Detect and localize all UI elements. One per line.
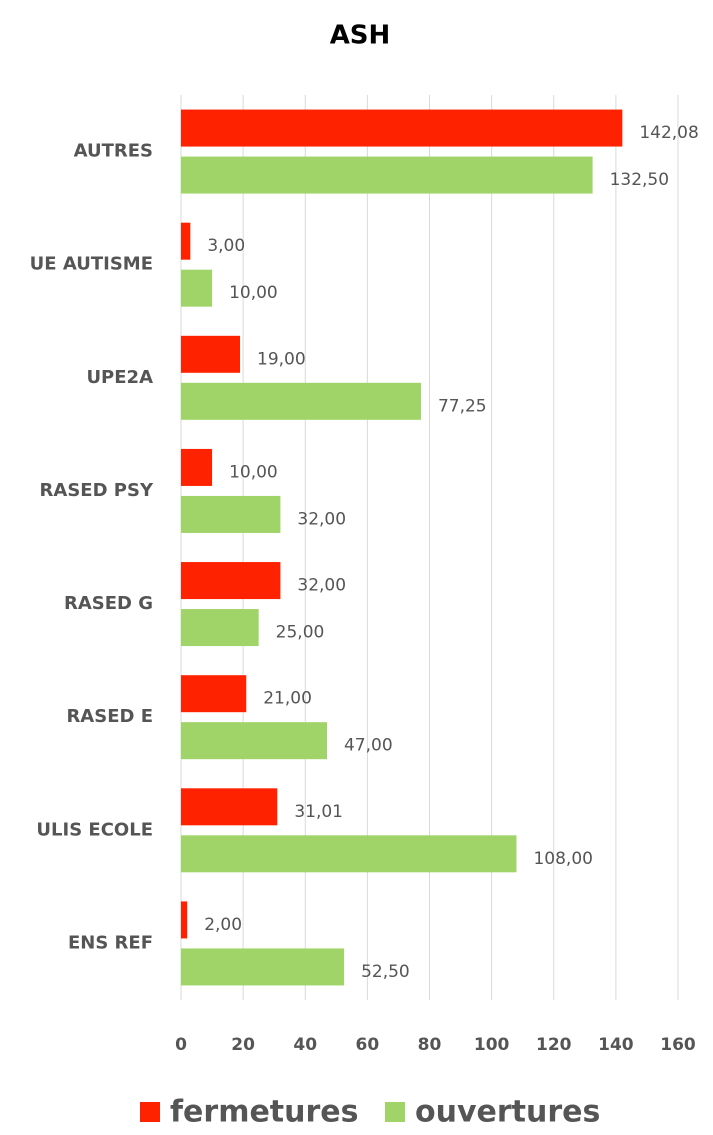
- bar: [181, 675, 247, 713]
- legend-swatch: [140, 1102, 160, 1122]
- value-label: 3,00: [207, 236, 245, 256]
- legend-swatch: [385, 1102, 405, 1122]
- value-label: 142,08: [639, 123, 698, 143]
- y-tick-label: UE AUTISME: [30, 254, 153, 275]
- value-label: 77,25: [438, 396, 487, 416]
- x-tick-label: 80: [418, 1035, 442, 1055]
- value-label: 32,00: [297, 509, 346, 529]
- bar: [181, 222, 191, 260]
- value-label: 10,00: [229, 283, 278, 303]
- y-tick-label: RASED PSY: [40, 480, 154, 501]
- value-label: 19,00: [257, 349, 306, 369]
- value-label: 21,00: [263, 689, 312, 709]
- x-tick-label: 160: [660, 1035, 696, 1055]
- value-label: 132,50: [610, 170, 669, 190]
- y-tick-label: UPE2A: [86, 367, 153, 388]
- legend-label: ouvertures: [415, 1095, 600, 1130]
- bar: [181, 269, 213, 307]
- bar: [181, 109, 623, 147]
- x-tick-label: 20: [231, 1035, 255, 1055]
- x-tick-label: 140: [598, 1035, 634, 1055]
- bar: [181, 335, 241, 373]
- chart-title: ASH: [330, 21, 391, 51]
- bar: [181, 948, 345, 986]
- x-tick-label: 100: [474, 1035, 510, 1055]
- bar: [181, 448, 213, 486]
- value-label: 52,50: [361, 962, 410, 982]
- x-tick-label: 120: [536, 1035, 572, 1055]
- y-tick-label: ENS REF: [68, 932, 153, 953]
- bar: [181, 788, 278, 826]
- y-tick-label: ULIS ECOLE: [36, 819, 153, 840]
- legend-label: fermetures: [170, 1095, 359, 1130]
- value-label: 25,00: [276, 623, 325, 643]
- x-tick-label: 40: [293, 1035, 317, 1055]
- x-tick-label: 60: [356, 1035, 380, 1055]
- value-label: 47,00: [344, 736, 393, 756]
- bar: [181, 901, 188, 939]
- bar: [181, 609, 259, 647]
- y-tick-label: AUTRES: [74, 141, 153, 162]
- bar: [181, 562, 281, 600]
- bar: [181, 382, 421, 420]
- value-label: 32,00: [297, 576, 346, 596]
- bar: [181, 722, 327, 760]
- value-label: 2,00: [204, 915, 242, 935]
- bar: [181, 156, 593, 194]
- bar: [181, 835, 517, 873]
- value-label: 31,01: [294, 802, 343, 822]
- y-tick-label: RASED G: [64, 593, 153, 614]
- y-tick-label: RASED E: [66, 706, 153, 727]
- value-label: 10,00: [229, 462, 278, 482]
- x-tick-label: 0: [175, 1035, 187, 1055]
- value-label: 108,00: [533, 849, 592, 869]
- bar: [181, 495, 281, 533]
